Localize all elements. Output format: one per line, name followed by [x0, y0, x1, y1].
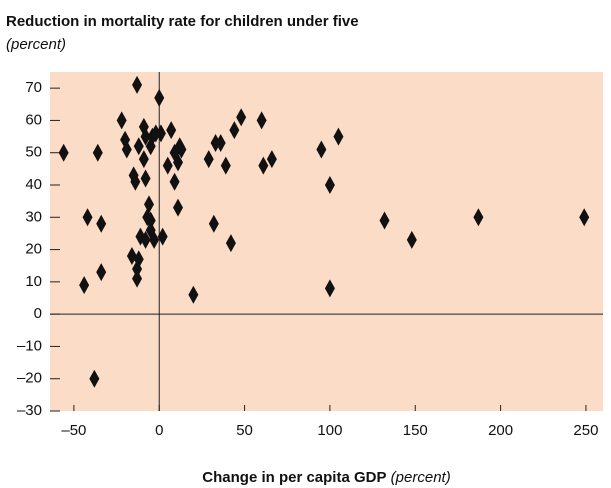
point	[225, 234, 236, 253]
x-label-unit: (percent)	[391, 469, 451, 486]
point	[258, 156, 269, 175]
point	[149, 230, 160, 249]
point	[82, 208, 93, 227]
y-tick-label: 0	[34, 305, 42, 322]
point	[210, 134, 221, 153]
point	[203, 150, 214, 169]
x-label: Change in per capita GDP	[202, 469, 386, 486]
point	[208, 214, 219, 233]
point	[133, 250, 144, 269]
point	[256, 111, 267, 130]
x-tick-label: 0	[155, 422, 163, 439]
point	[324, 176, 335, 194]
y-tick-label: –20	[17, 370, 42, 387]
point	[406, 230, 417, 249]
x-tick-label: 50	[236, 422, 253, 439]
point	[150, 124, 161, 143]
y-tick-label: 40	[25, 176, 42, 193]
chart-subtitle: (percent)	[6, 36, 66, 53]
point	[169, 172, 180, 191]
y-tick-label: 10	[25, 273, 42, 290]
point	[58, 143, 69, 162]
y-tick-label: 50	[25, 144, 42, 161]
point	[140, 230, 151, 249]
y-tick-label: 20	[25, 241, 42, 258]
x-axis-label: Change in per capita GDP (percent)	[202, 469, 450, 486]
point	[130, 172, 141, 191]
point	[155, 124, 166, 143]
point	[140, 169, 151, 188]
point	[96, 263, 107, 282]
x-tick-label: 150	[403, 422, 428, 439]
point	[173, 198, 184, 217]
point	[166, 121, 177, 140]
x-tick-label: –50	[61, 422, 86, 439]
point	[132, 75, 143, 94]
point	[121, 140, 132, 159]
point	[379, 211, 390, 230]
point	[140, 127, 151, 146]
point	[473, 208, 484, 227]
y-tick-label: 70	[25, 79, 42, 96]
point	[220, 156, 231, 175]
point	[145, 211, 156, 230]
point	[162, 156, 173, 175]
point	[96, 214, 107, 233]
point	[324, 279, 335, 298]
x-tick-label: 100	[317, 422, 342, 439]
chart-title: Reduction in mortality rate for children…	[6, 13, 359, 30]
point	[133, 137, 144, 156]
point	[173, 153, 184, 172]
point	[143, 195, 154, 214]
y-tick-label: 30	[25, 208, 42, 225]
point	[120, 130, 131, 149]
point	[126, 247, 137, 266]
point	[154, 88, 165, 107]
point	[266, 150, 277, 169]
y-tick-label: 60	[25, 111, 42, 128]
point	[579, 208, 590, 227]
point	[215, 134, 226, 153]
point	[116, 111, 127, 130]
point	[138, 150, 149, 169]
point	[157, 227, 168, 246]
x-tick-label: 250	[573, 422, 598, 439]
x-tick-label: 200	[488, 422, 513, 439]
point	[188, 285, 199, 304]
point	[132, 269, 143, 288]
point	[333, 127, 344, 146]
y-tick-label: –30	[17, 402, 42, 419]
point	[92, 143, 103, 162]
point	[229, 121, 240, 140]
plot-background	[50, 72, 603, 411]
point	[176, 140, 187, 159]
point	[316, 140, 327, 159]
y-tick-label: –10	[17, 337, 42, 354]
point	[89, 369, 100, 388]
point	[236, 108, 247, 127]
point	[79, 276, 90, 295]
